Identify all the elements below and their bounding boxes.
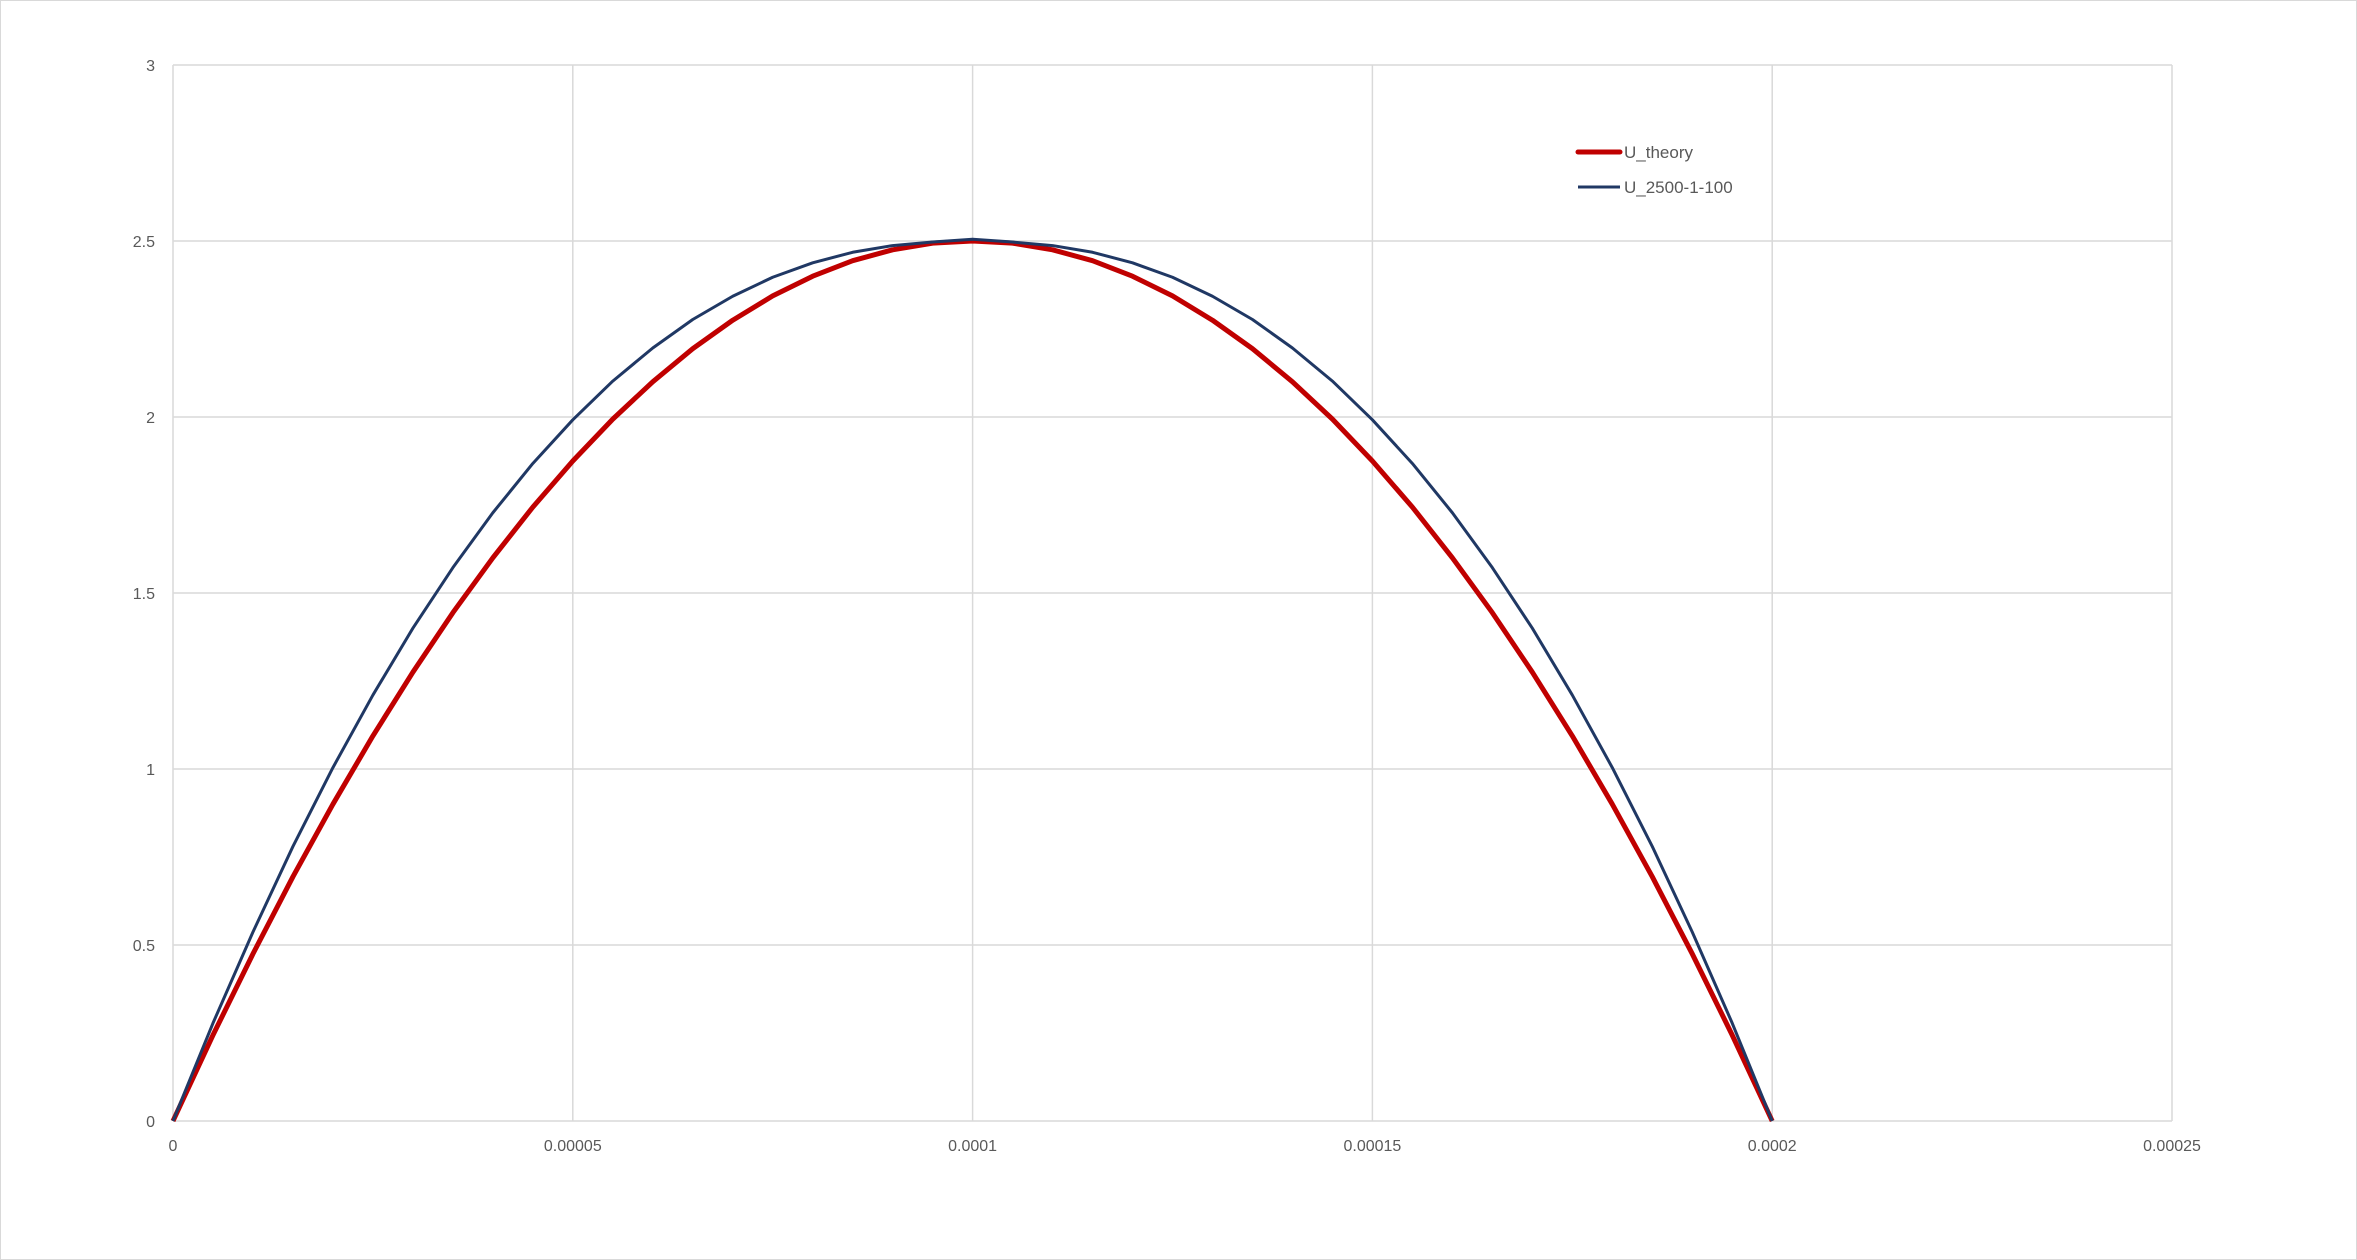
y-tick-label: 1 (146, 762, 155, 779)
y-tick-label: 0 (146, 1114, 155, 1131)
x-tick-label: 0.00005 (544, 1138, 602, 1155)
y-tick-label: 0.5 (133, 938, 155, 955)
legend-label-u-theory: U_theory (1624, 143, 1693, 162)
x-tick-label: 0.00015 (1343, 1138, 1401, 1155)
legend: U_theory U_2500-1-100 (1575, 143, 1733, 197)
gridlines (172, 64, 2173, 1122)
x-tick-label: 0.0001 (948, 1138, 997, 1155)
series-lines (170, 237, 1775, 1123)
legend-label-u-2500-1-100: U_2500-1-100 (1624, 178, 1733, 197)
series-line-u-2500-1-100 (171, 237, 1774, 1122)
y-tick-label: 3 (146, 58, 155, 75)
x-tick-label: 0.00025 (2143, 1138, 2201, 1155)
y-tick-label: 1.5 (133, 586, 155, 603)
y-tick-label: 2.5 (133, 234, 155, 251)
x-tick-label: 0.0002 (1748, 1138, 1797, 1155)
series-line-u-theory (170, 238, 1775, 1123)
x-tick-label: 0 (169, 1138, 178, 1155)
tick-labels: 0 0.5 1 1.5 2 2.5 3 0 0.00005 0.0001 0.00015 0.0002… (133, 58, 2201, 1155)
y-tick-label: 2 (146, 410, 155, 427)
